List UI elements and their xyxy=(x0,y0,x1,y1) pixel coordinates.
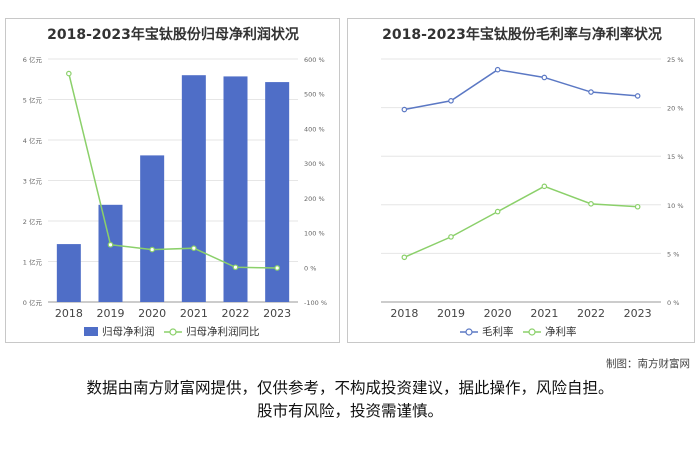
y-right-tick-label: -100 % xyxy=(304,299,327,307)
chart-title: 2018-2023年宝钛股份归母净利润状况 xyxy=(47,26,299,43)
margin-chart-panel: 2018-2023年宝钛股份毛利率与净利率状况 0 % 5 % 10 % 15 % 20 … xyxy=(347,18,695,343)
y-right-tick-label: 500 % xyxy=(304,91,325,99)
point-yoy-2021 xyxy=(191,245,197,251)
y-left-tick-label: 1 亿元 xyxy=(23,258,43,267)
y-right-tick-label: 0 % xyxy=(667,299,679,307)
point-yoy-2022 xyxy=(232,264,239,271)
point-series-1-2020 xyxy=(494,208,501,215)
disclaimer-line-2: 股市有风险，投资需谨慎。 xyxy=(256,402,443,420)
point-yoy-2018 xyxy=(66,70,72,77)
margin-chart: 2018-2023年宝钛股份毛利率与净利率状况 0 % 5 % 10 % 15 % 20 … xyxy=(381,26,684,338)
point-series-1-2018 xyxy=(401,254,408,261)
line-series-0 xyxy=(404,68,638,111)
bar-net-profit-2018 xyxy=(56,244,81,302)
legend-label-yoy: 归母净利润同比 xyxy=(186,325,260,338)
x-tick-label: 2022 xyxy=(222,307,250,320)
legend-label-gross-margin: 毛利率 xyxy=(482,325,514,338)
chart-title: 2018-2023年宝钛股份毛利率与净利率状况 xyxy=(382,26,662,43)
point-yoy-2019 xyxy=(107,241,114,248)
net-profit-chart: 2018-2023年宝钛股份归母净利润状况 0 亿元 1 亿元 2 亿元 3 亿元 4 亿… xyxy=(23,26,327,338)
legend-marker-gross-margin xyxy=(465,328,473,336)
y-right-tick-label: 100 % xyxy=(304,230,325,238)
point-yoy-2020 xyxy=(149,246,155,253)
point-series-0-2020 xyxy=(494,66,501,73)
point-series-1-2019 xyxy=(448,234,454,240)
point-series-0-2018 xyxy=(401,106,408,113)
y-left-tick-label: 0 亿元 xyxy=(23,298,43,307)
x-tick-label: 2021 xyxy=(530,307,558,320)
y-left-tick-label: 2 亿元 xyxy=(23,217,43,226)
x-tick-label: 2018 xyxy=(390,307,418,320)
y-right-tick-label: 300 % xyxy=(304,160,325,168)
bar-net-profit-2020 xyxy=(140,155,165,302)
x-tick-label: 2020 xyxy=(484,307,512,320)
point-series-0-2019 xyxy=(448,97,454,104)
x-tick-label: 2019 xyxy=(437,307,465,320)
y-right-tick-label: 5 % xyxy=(667,250,679,258)
y-right-tick-label: 600 % xyxy=(304,56,325,64)
point-series-0-2023 xyxy=(634,93,641,99)
y-right-tick-label: 400 % xyxy=(304,125,325,133)
legend-label-net-margin: 净利率 xyxy=(545,325,577,338)
y-left-tick-label: 5 亿元 xyxy=(23,96,43,105)
line-series-1 xyxy=(404,185,638,258)
x-tick-label: 2019 xyxy=(97,307,125,320)
bar-net-profit-2021 xyxy=(181,75,206,302)
point-series-1-2022 xyxy=(588,201,594,207)
point-series-0-2021 xyxy=(541,74,548,81)
line-yoy xyxy=(68,73,278,269)
y-right-tick-label: 25 % xyxy=(667,56,684,64)
point-series-1-2023 xyxy=(634,203,641,210)
point-series-0-2022 xyxy=(588,89,594,95)
legend-swatch-bar xyxy=(84,327,98,336)
x-tick-label: 2023 xyxy=(263,307,291,320)
x-tick-label: 2020 xyxy=(138,307,166,320)
net-profit-chart-panel: 2018-2023年宝钛股份归母净利润状况 0 亿元 1 亿元 2 亿元 3 亿元 4 亿… xyxy=(5,18,340,343)
bar-net-profit-2019 xyxy=(98,204,123,302)
y-left-tick-label: 4 亿元 xyxy=(23,136,43,145)
y-right-tick-label: 15 % xyxy=(667,153,684,161)
chart-credit: 制图：南方财富网 xyxy=(606,358,690,370)
x-tick-label: 2021 xyxy=(180,307,208,320)
y-right-tick-label: 10 % xyxy=(667,202,684,210)
y-left-tick-label: 6 亿元 xyxy=(23,55,43,64)
legend-label-net-profit: 归母净利润 xyxy=(102,325,155,338)
disclaimer-line-1: 数据由南方财富网提供，仅供参考，不构成投资建议，据此操作，风险自担。 xyxy=(86,379,614,397)
x-tick-label: 2022 xyxy=(577,307,605,320)
x-tick-label: 2018 xyxy=(55,307,83,320)
y-left-tick-label: 3 亿元 xyxy=(23,177,43,186)
legend-marker-net-margin xyxy=(528,328,536,336)
y-right-tick-label: 200 % xyxy=(304,195,325,203)
y-right-tick-label: 0 % xyxy=(304,264,316,272)
y-right-tick-label: 20 % xyxy=(667,105,684,113)
x-tick-label: 2023 xyxy=(624,307,652,320)
point-yoy-2023 xyxy=(274,265,280,271)
legend-marker-yoy xyxy=(169,328,177,336)
point-series-1-2021 xyxy=(541,183,548,190)
